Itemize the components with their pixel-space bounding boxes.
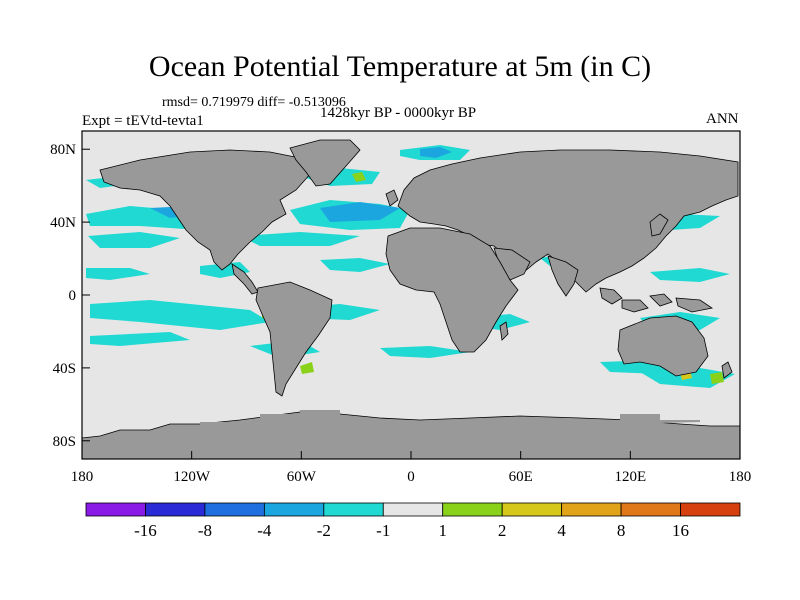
period-label: 1428kyr BP - 0000kyr BP — [320, 105, 477, 121]
y-tick-label: 40S — [53, 361, 76, 377]
x-tick-label: 120E — [614, 469, 646, 485]
colorbar-swatch — [561, 502, 622, 517]
colorbar-swatch — [501, 502, 563, 517]
y-axis: 80N 40N 0 40S 80S — [50, 142, 90, 450]
plot-title: Ocean Potential Temperature at 5m (in C) — [148, 50, 652, 83]
x-tick-label: 120W — [173, 469, 211, 485]
colorbar: -16 -8 -4 -2 -1 1 2 4 8 16 — [85, 502, 741, 540]
x-axis: 180 120W 60W 0 60E 120E 180 — [71, 451, 752, 485]
stats-text: rmsd= 0.719979 diff= -0.513096 — [162, 95, 346, 110]
experiment-label: Expt = tEVtd-tevta1 — [82, 113, 204, 129]
y-tick-label: 80S — [53, 434, 76, 450]
colorbar-label: -2 — [317, 521, 331, 540]
colorbar-swatch — [620, 502, 681, 517]
colorbar-label: 16 — [672, 521, 689, 540]
colorbar-swatch — [323, 502, 384, 517]
colorbar-swatch — [442, 502, 503, 517]
x-tick-label: 60W — [287, 469, 317, 485]
colorbar-label: 2 — [498, 521, 507, 540]
x-tick-label: 60E — [509, 469, 533, 485]
colorbar-label: -4 — [257, 521, 272, 540]
x-tick-label: 0 — [407, 469, 415, 485]
colorbar-label: -16 — [134, 521, 157, 540]
colorbar-swatch — [680, 502, 741, 517]
y-tick-label: 0 — [69, 288, 77, 304]
colorbar-label: -1 — [376, 521, 390, 540]
season-label: ANN — [706, 111, 739, 127]
x-tick-label: 180 — [71, 469, 94, 485]
colorbar-label: 4 — [557, 521, 566, 540]
antarctic-shelf — [160, 410, 700, 432]
colorbar-swatch — [85, 502, 146, 517]
colorbar-label: 8 — [617, 521, 626, 540]
colorbar-swatch — [204, 502, 265, 517]
colorbar-swatch — [382, 502, 444, 517]
x-tick-label: 180 — [729, 469, 752, 485]
colorbar-swatch — [145, 502, 206, 517]
y-tick-label: 80N — [50, 142, 76, 158]
colorbar-label: 1 — [438, 521, 447, 540]
colorbar-swatch — [263, 502, 325, 517]
colorbar-label: -8 — [198, 521, 212, 540]
y-tick-label: 40N — [50, 215, 76, 231]
